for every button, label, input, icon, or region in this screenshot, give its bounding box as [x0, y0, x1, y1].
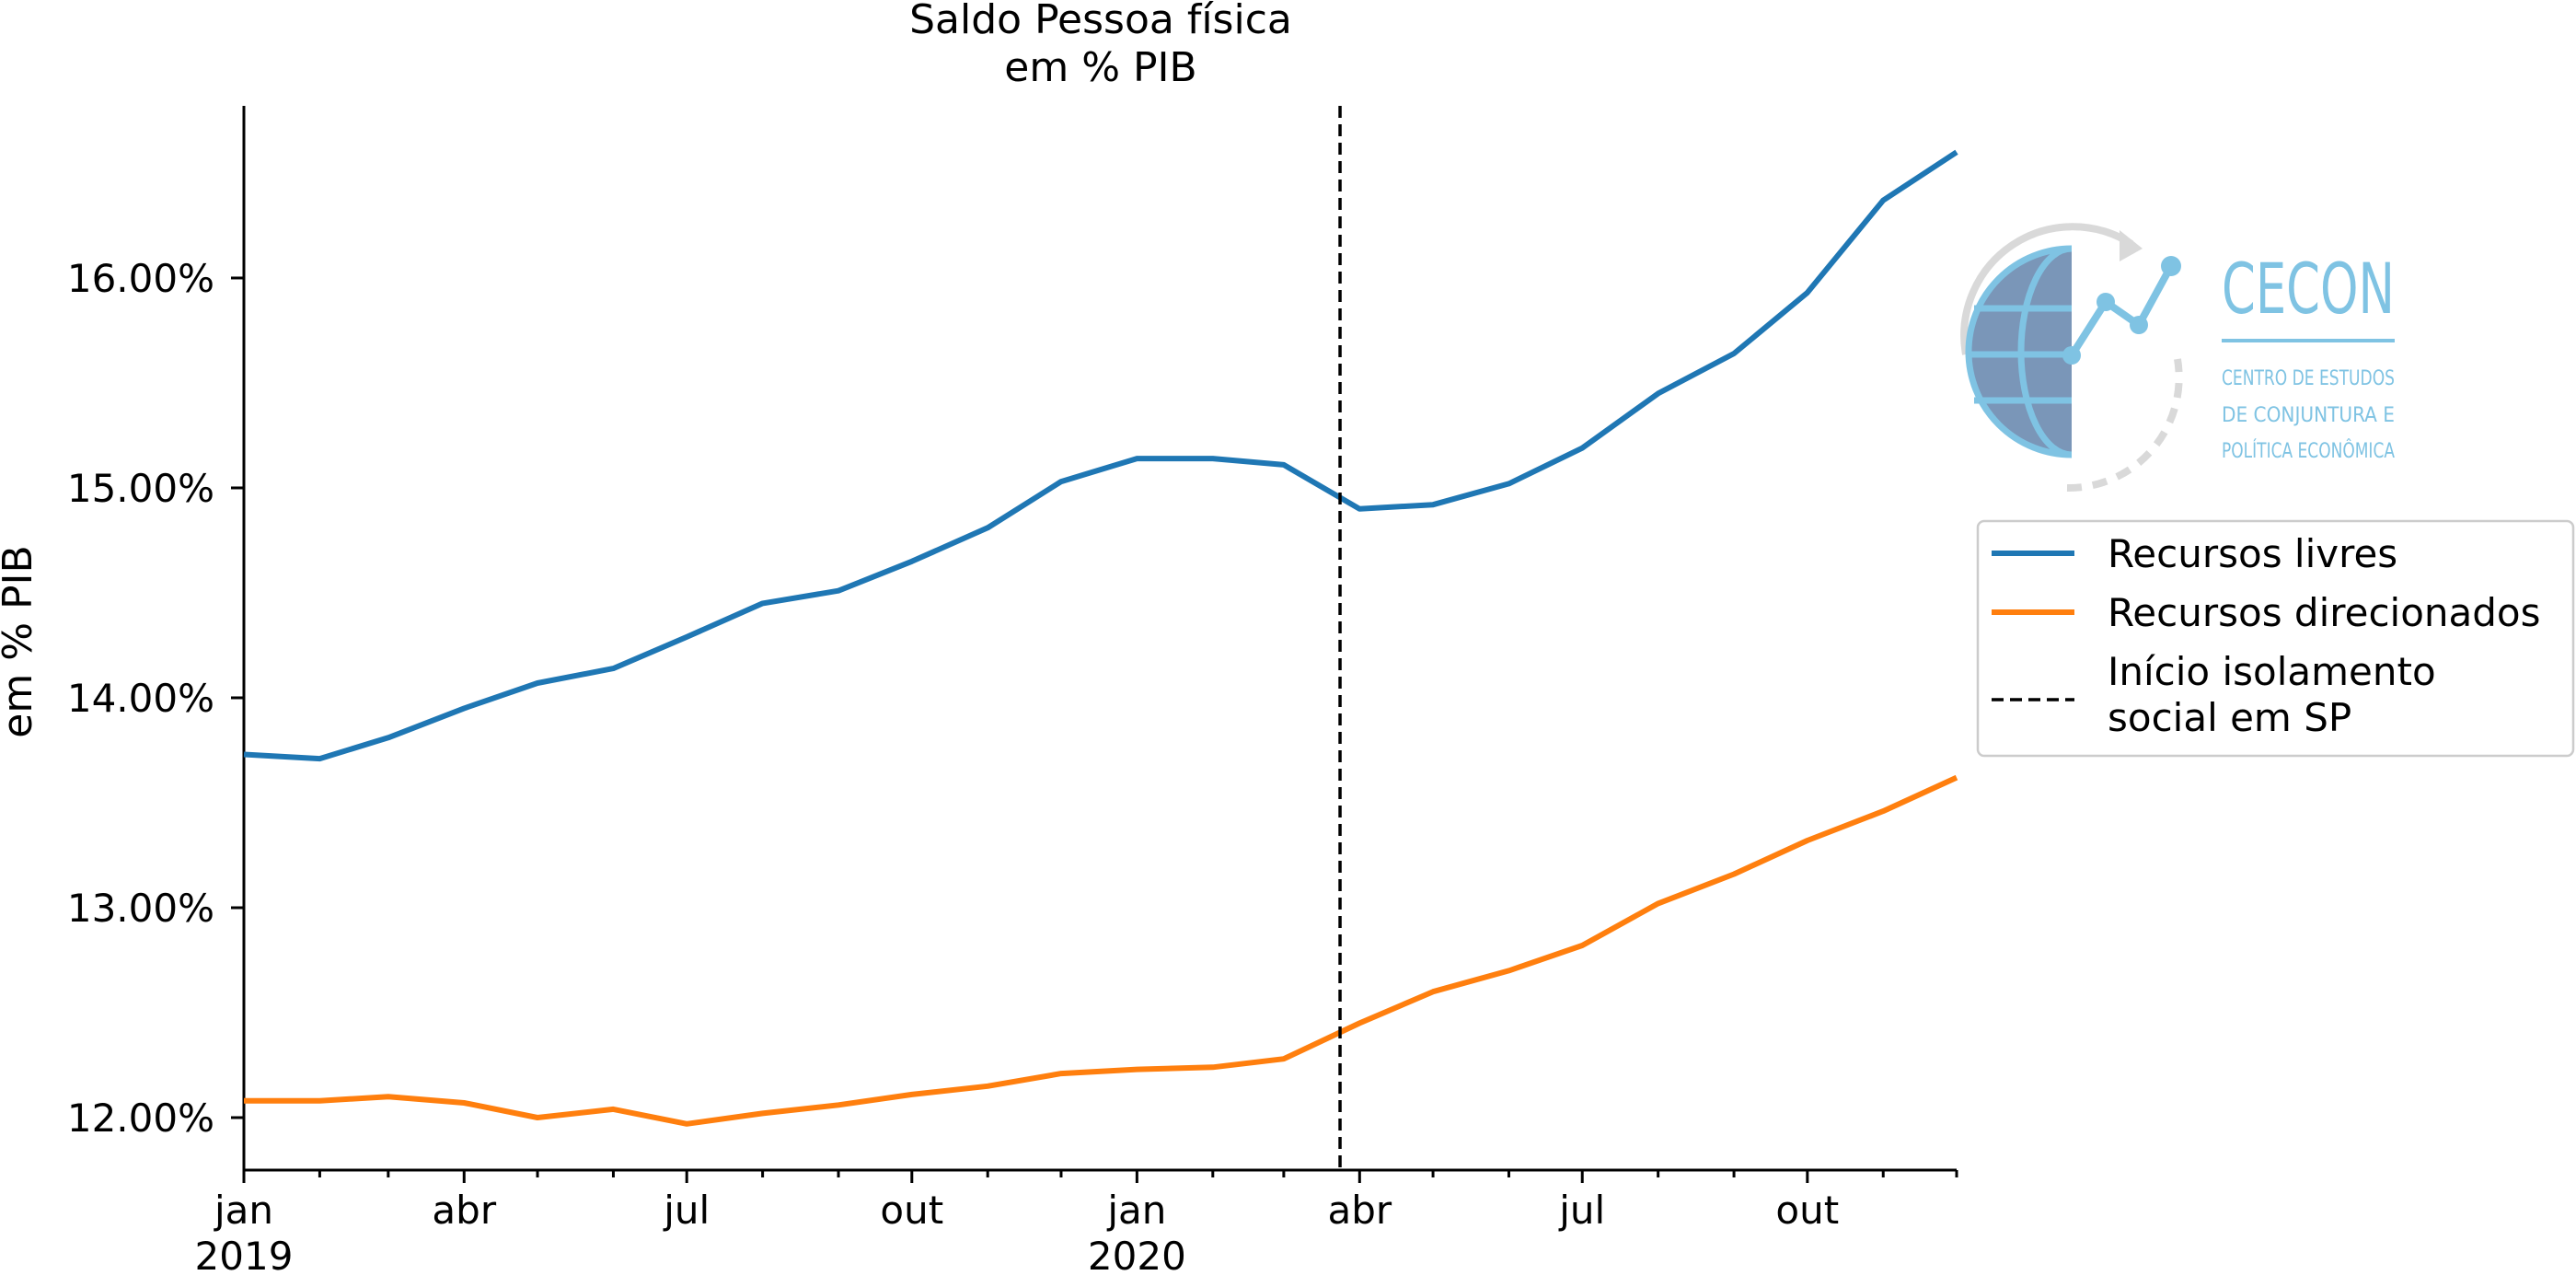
logo-ring [2066, 358, 2183, 493]
globe-lines [1965, 245, 2073, 458]
legend-box [1976, 519, 2575, 758]
x-tick-label: jul [663, 1188, 710, 1233]
logo-line-3: POLÍTICA ECONÔMICA [2222, 439, 2395, 463]
y-tick-label: 15.00% [67, 466, 214, 511]
y-tick-label: 13.00% [67, 886, 214, 931]
axes [242, 106, 1957, 1172]
series-layer [243, 149, 1958, 1127]
logo-dot [2097, 293, 2115, 311]
y-tick-label: 12.00% [67, 1096, 214, 1141]
legend-label-livres: Recursos livres [2108, 531, 2397, 576]
x-tick-label: jan [1106, 1188, 1166, 1233]
x-tick-label: out [880, 1188, 943, 1233]
x-tick-year-label: 2019 [195, 1234, 294, 1279]
series-line-recursos-direcionados [244, 774, 1958, 1127]
logo-arc-arrow [2120, 230, 2143, 261]
x-tick-label: abr [1327, 1188, 1392, 1233]
y-tick-label: 14.00% [67, 676, 214, 721]
logo-line-2: DE CONJUNTURA E [2222, 404, 2395, 427]
logo-trend-line [2068, 264, 2175, 358]
legend-label-isolation-1: Início isolamento [2108, 649, 2436, 694]
y-ticks: 12.00% 13.00% 14.00% 15.00% 16.00% [67, 256, 244, 1141]
x-tick-label: out [1775, 1188, 1839, 1233]
y-axis-label: em % PIB [0, 545, 41, 737]
legend: Recursos livres Recursos direcionados In… [1976, 519, 2575, 758]
legend-label-isolation-2: social em SP [2108, 695, 2351, 740]
logo-name: CECON [2222, 248, 2395, 330]
cecon-logo: CECON CENTRO DE ESTUDOS DE CONJUNTURA E … [1960, 223, 2395, 493]
logo-arc [1960, 223, 2134, 355]
logo-dot [2161, 256, 2181, 276]
chart-title: Saldo Pessoa física [909, 0, 1292, 43]
y-tick-label: 16.00% [67, 256, 214, 301]
series-line-recursos-livres [243, 149, 1958, 762]
legend-label-direcionados: Recursos direcionados [2108, 590, 2541, 635]
logo-dot [2062, 346, 2081, 365]
x-tick-label: jul [1558, 1188, 1605, 1233]
logo-dot [2130, 316, 2148, 334]
x-tick-label: abr [432, 1188, 496, 1233]
chart-subtitle: em % PIB [1004, 44, 1196, 91]
x-tick-label: jan [214, 1188, 273, 1233]
logo-line-1: CENTRO DE ESTUDOS [2222, 367, 2395, 390]
x-tick-year-label: 2020 [1088, 1234, 1186, 1279]
